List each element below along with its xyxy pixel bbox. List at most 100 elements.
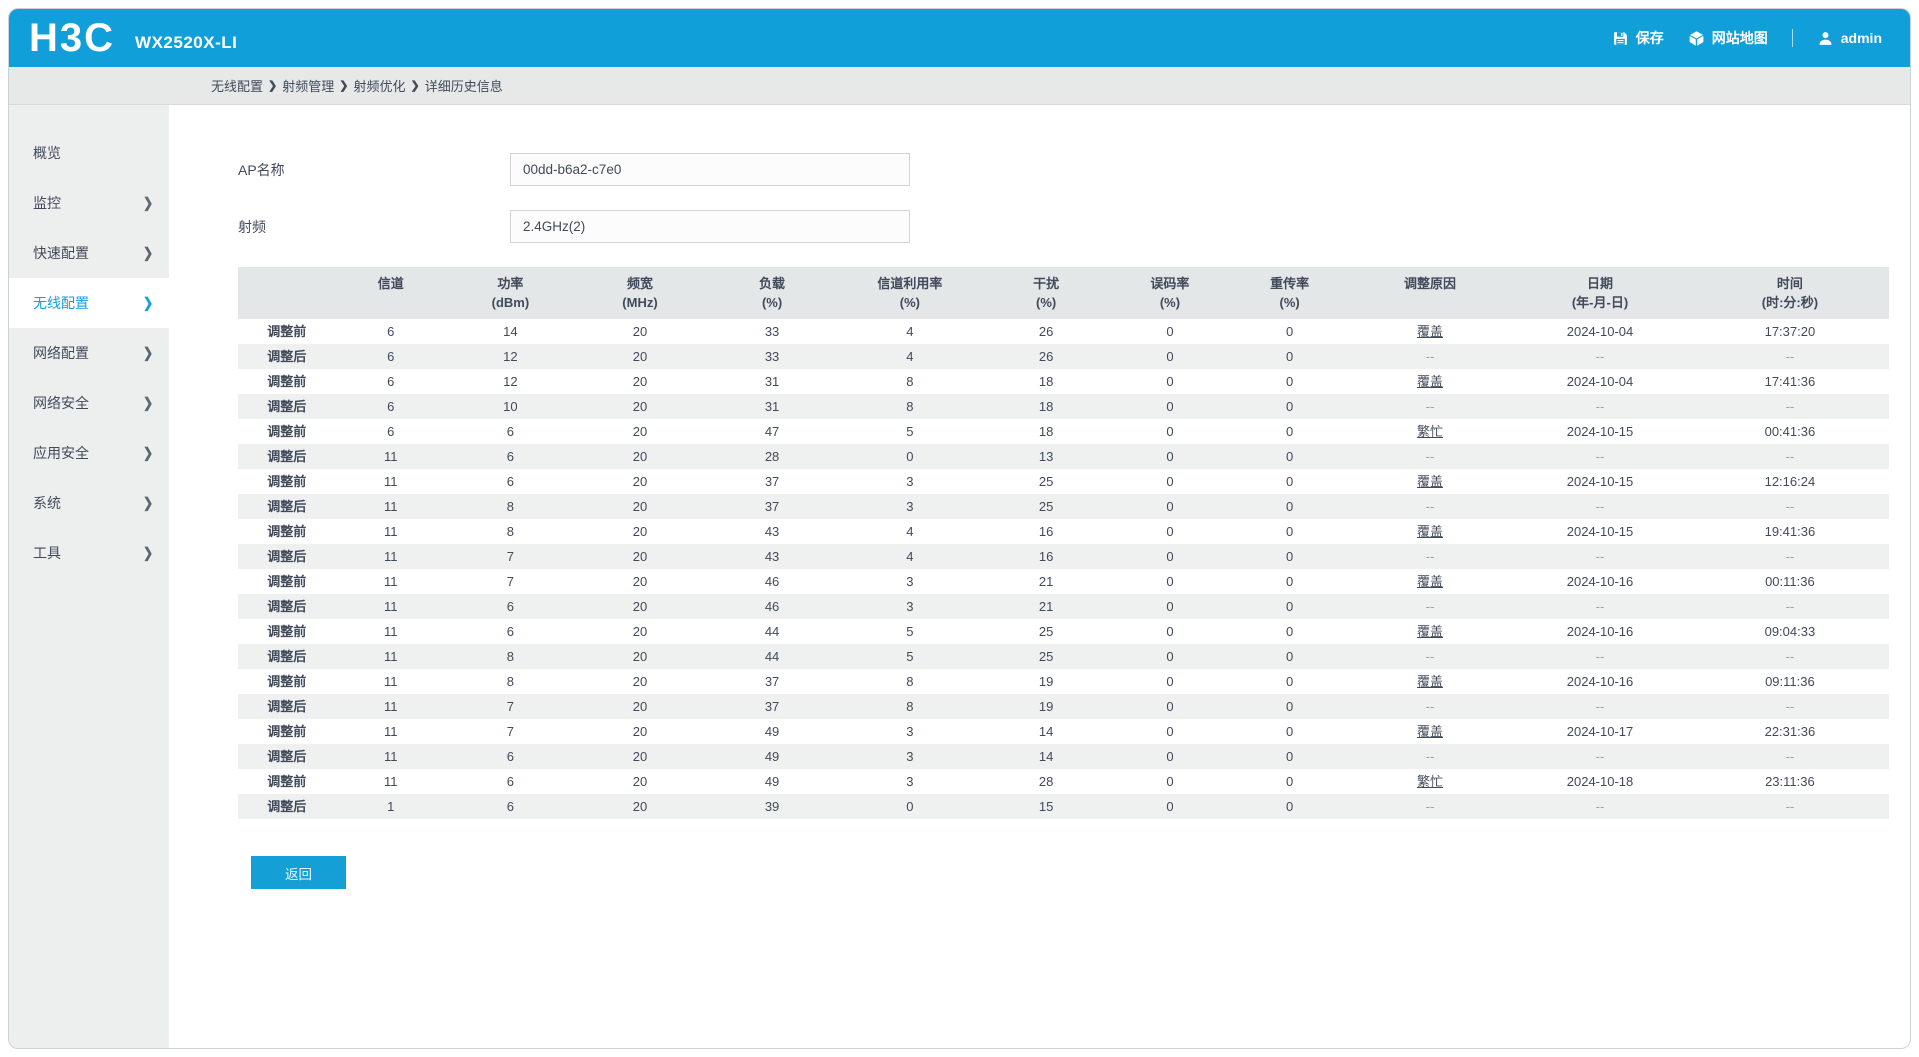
data-cell: 8 — [906, 699, 914, 714]
sidebar-item-system[interactable]: 系统 ❯ — [9, 478, 169, 528]
form-row-radio: 射频 — [238, 210, 1889, 243]
adjust-reason-link[interactable]: 覆盖 — [1416, 474, 1443, 489]
field-input-ap-name[interactable] — [510, 153, 910, 186]
data-cell: 44 — [764, 649, 780, 664]
chevron-right-icon: ❯ — [142, 294, 153, 312]
data-cell: 3 — [906, 774, 914, 789]
data-cell: 44 — [764, 624, 780, 639]
adjust-reason-link[interactable]: 覆盖 — [1416, 674, 1443, 689]
sidebar-item-network-config[interactable]: 网络配置 ❯ — [9, 328, 169, 378]
adjust-reason-link[interactable]: 繁忙 — [1416, 774, 1443, 789]
data-cell: 8 — [906, 674, 914, 689]
breadcrumb-item[interactable]: 射频优化 — [353, 79, 406, 94]
sidebar-item-app-security[interactable]: 应用安全 ❯ — [9, 428, 169, 478]
empty-value: -- — [1425, 649, 1435, 664]
empty-value: -- — [1595, 449, 1605, 464]
data-cell: 4 — [906, 549, 914, 564]
data-cell: 20 — [632, 599, 648, 614]
adjust-reason-link[interactable]: 覆盖 — [1416, 574, 1443, 589]
data-cell: 3 — [906, 574, 914, 589]
user-menu[interactable]: admin — [1817, 30, 1882, 47]
data-cell: 0 — [1166, 374, 1174, 389]
adjust-reason-link[interactable]: 繁忙 — [1416, 424, 1443, 439]
data-cell: 7 — [506, 574, 515, 589]
data-cell: -- — [1691, 744, 1889, 769]
sitemap-button[interactable]: 网站地图 — [1688, 28, 1768, 48]
field-input-radio[interactable] — [510, 210, 910, 243]
row-type-cell: 调整后 — [267, 699, 307, 714]
chevron-right-icon: ❯ — [142, 394, 153, 412]
device-model: WX2520X-LI — [135, 33, 238, 52]
table-row: 调整后 11 7 20 37 8 19 0 0 -- -- -- — [238, 694, 1889, 719]
back-button[interactable]: 返回 — [251, 856, 346, 889]
data-cell: 6 — [387, 399, 395, 414]
breadcrumb-item[interactable]: 射频管理 — [282, 79, 335, 94]
data-cell: 16 — [1038, 524, 1054, 539]
data-cell: -- — [1351, 544, 1509, 569]
data-cell: 4 — [906, 349, 914, 364]
data-cell: 0 — [1166, 449, 1174, 464]
table-row: 调整前 6 14 20 33 4 26 0 0 覆盖 2024-10-04 17:37:20 — [238, 319, 1889, 344]
data-cell: 16 — [1038, 549, 1054, 564]
breadcrumb-item[interactable]: 无线配置 — [211, 79, 264, 94]
adjust-reason-link[interactable]: 覆盖 — [1416, 624, 1443, 639]
sidebar-item-quick-config[interactable]: 快速配置 ❯ — [9, 228, 169, 278]
data-cell: 0 — [1286, 724, 1294, 739]
column-unit: (dBm) — [491, 295, 530, 310]
empty-value: -- — [1425, 449, 1435, 464]
column-header: 负载 (%) — [705, 267, 839, 319]
empty-value: -- — [1785, 649, 1795, 664]
empty-value: -- — [1595, 399, 1605, 414]
data-cell: 19 — [1038, 674, 1054, 689]
top-bar: H3C WX2520X-LI 保存 — [9, 9, 1910, 67]
data-cell: 37 — [764, 499, 780, 514]
sidebar-item-overview[interactable]: 概览 — [9, 128, 169, 178]
column-header — [238, 267, 336, 319]
row-type-cell: 调整后 — [267, 799, 307, 814]
row-type-cell: 调整前 — [267, 724, 307, 739]
data-cell: 6 — [506, 424, 515, 439]
table-row: 调整前 11 6 20 49 3 28 0 0 繁忙 2024-10-18 23:11:36 — [238, 769, 1889, 794]
adjust-reason-link[interactable]: 覆盖 — [1416, 324, 1443, 339]
data-cell: 6 — [387, 324, 395, 339]
column-title: 日期 — [1587, 276, 1614, 291]
adjust-reason-link[interactable]: 覆盖 — [1416, 724, 1443, 739]
data-cell: 0 — [1166, 799, 1174, 814]
data-cell: 6 — [387, 424, 395, 439]
data-cell: 2024-10-16 — [1566, 624, 1634, 639]
table-row: 调整前 11 7 20 46 3 21 0 0 覆盖 2024-10-16 00:11:36 — [238, 569, 1889, 594]
data-cell: 5 — [906, 424, 914, 439]
adjust-reason-link[interactable]: 覆盖 — [1416, 524, 1443, 539]
row-type-cell: 调整前 — [267, 474, 307, 489]
row-type-cell: 调整前 — [267, 524, 307, 539]
sidebar-item-tools[interactable]: 工具 ❯ — [9, 528, 169, 578]
data-cell: 0 — [1166, 574, 1174, 589]
data-cell: -- — [1351, 494, 1509, 519]
field-label-ap-name: AP名称 — [238, 161, 285, 178]
breadcrumb-separator-icon: ❯ — [339, 80, 349, 92]
data-cell: 11 — [383, 449, 398, 464]
empty-value: -- — [1785, 549, 1795, 564]
sidebar-item-network-security[interactable]: 网络安全 ❯ — [9, 378, 169, 428]
data-cell: 0 — [906, 799, 914, 814]
detail-form: AP名称射频 — [238, 153, 1889, 243]
row-type-cell: 调整前 — [267, 374, 307, 389]
sidebar-item-monitor[interactable]: 监控 ❯ — [9, 178, 169, 228]
data-cell: 8 — [506, 499, 515, 514]
sidebar-item-wireless-config[interactable]: 无线配置 ❯ — [9, 278, 169, 328]
column-title: 频宽 — [626, 276, 653, 291]
data-cell: -- — [1509, 744, 1691, 769]
data-cell: 28 — [1038, 774, 1054, 789]
save-label: 保存 — [1635, 30, 1664, 46]
column-unit: (MHz) — [622, 295, 658, 310]
adjust-reason-link[interactable]: 覆盖 — [1416, 374, 1443, 389]
empty-value: -- — [1785, 399, 1795, 414]
data-cell: 20 — [632, 774, 648, 789]
data-cell: -- — [1691, 494, 1889, 519]
data-cell: 20 — [632, 524, 648, 539]
save-button[interactable]: 保存 — [1612, 28, 1664, 48]
row-type-cell: 调整前 — [267, 574, 307, 589]
data-cell: 0 — [1286, 749, 1294, 764]
empty-value: -- — [1425, 799, 1435, 814]
empty-value: -- — [1595, 749, 1605, 764]
